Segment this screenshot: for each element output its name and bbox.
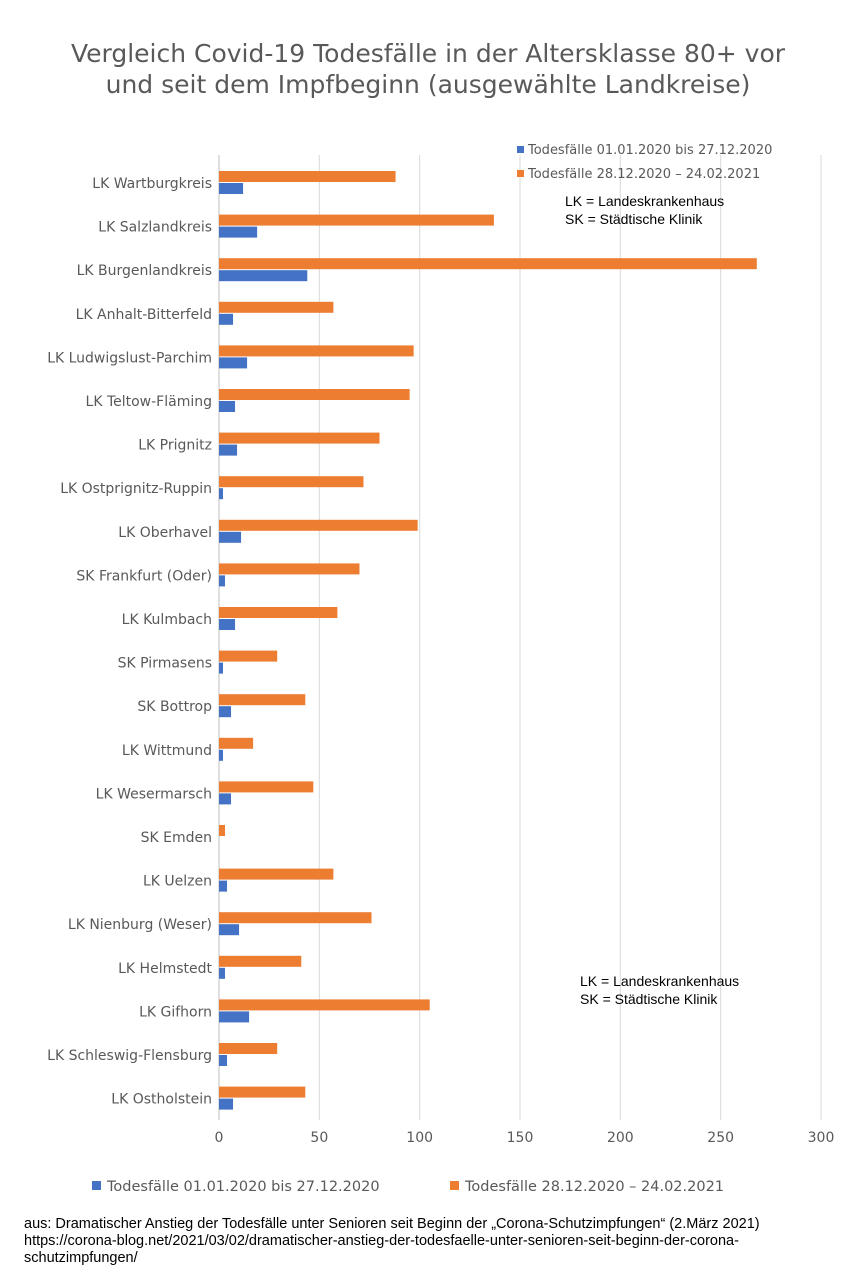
legend-label-top: Todesfälle 28.12.2020 – 24.02.2021 bbox=[527, 167, 760, 182]
bar-series2 bbox=[219, 432, 380, 444]
bar-series1 bbox=[219, 226, 258, 238]
bar-series1 bbox=[219, 444, 238, 456]
abbreviation-note-top: LK = Landeskrankenhaus SK = Städtische K… bbox=[565, 192, 724, 228]
bar-series1 bbox=[219, 793, 232, 805]
bar-series2 bbox=[219, 607, 338, 618]
bar-series2 bbox=[219, 650, 278, 662]
y-category-label: SK Pirmasens bbox=[118, 656, 212, 672]
x-tick-label: 50 bbox=[310, 1130, 328, 1146]
bar-series2 bbox=[219, 214, 494, 226]
y-category-label: LK Teltow-Fläming bbox=[86, 394, 212, 410]
y-category-label: LK Burgenlandkreis bbox=[77, 263, 212, 279]
bar-series1 bbox=[219, 924, 240, 936]
y-category-label: LK Prignitz bbox=[138, 438, 212, 454]
chart-title: Vergleich Covid-19 Todesfälle in der Alt… bbox=[70, 39, 786, 99]
bar-series1 bbox=[219, 488, 224, 500]
bar-series2 bbox=[219, 825, 226, 836]
bar-series1 bbox=[219, 357, 248, 369]
x-tick-label: 250 bbox=[707, 1130, 734, 1146]
bar-series2 bbox=[219, 1086, 306, 1098]
bar-series2 bbox=[219, 171, 396, 182]
legend-label-bottom: Todesfälle 28.12.2020 – 24.02.2021 bbox=[464, 1179, 724, 1195]
y-category-label: LK Wittmund bbox=[122, 743, 212, 759]
bar-series1 bbox=[219, 662, 224, 674]
legend-label-bottom: Todesfälle 01.01.2020 bis 27.12.2020 bbox=[106, 1179, 380, 1195]
bar-series2 bbox=[219, 301, 334, 313]
bar-series2 bbox=[219, 912, 372, 924]
bar-series2 bbox=[219, 345, 414, 357]
bar-series2 bbox=[219, 476, 364, 488]
bar-series1 bbox=[219, 183, 244, 194]
y-category-label: SK Bottrop bbox=[137, 699, 212, 715]
y-category-label: SK Frankfurt (Oder) bbox=[76, 568, 212, 584]
legend-label-top: Todesfälle 01.01.2020 bis 27.12.2020 bbox=[527, 143, 772, 158]
abbreviation-note-bottom: LK = Landeskrankenhaus SK = Städtische K… bbox=[580, 972, 739, 1008]
bar-series2 bbox=[219, 999, 430, 1011]
bar-series1 bbox=[219, 1098, 234, 1110]
y-category-label: LK Salzlandkreis bbox=[98, 220, 212, 236]
bar-series1 bbox=[219, 575, 226, 587]
x-tick-label: 0 bbox=[215, 1130, 224, 1146]
bar-series1 bbox=[219, 270, 308, 282]
bar-series1 bbox=[219, 1011, 250, 1023]
y-category-label: LK Helmstedt bbox=[118, 961, 212, 977]
bar-series1 bbox=[219, 531, 242, 543]
y-category-label: SK Emden bbox=[141, 830, 212, 846]
bar-series2 bbox=[219, 955, 302, 967]
bar-series1 bbox=[219, 967, 226, 979]
legend-swatch bbox=[92, 1181, 101, 1190]
bar-series1 bbox=[219, 749, 224, 761]
note-lk: LK = Landeskrankenhaus bbox=[565, 193, 725, 209]
bar-series2 bbox=[219, 258, 757, 270]
bar-series2 bbox=[219, 563, 360, 575]
bar-series1 bbox=[219, 619, 236, 630]
y-category-label: LK Wartburgkreis bbox=[92, 176, 212, 192]
bar-series2 bbox=[219, 737, 254, 749]
legend-swatch bbox=[517, 170, 524, 177]
bar-series1 bbox=[219, 880, 228, 892]
source-url: https://corona-blog.net/2021/03/02/drama… bbox=[24, 1233, 739, 1266]
legend-swatch bbox=[450, 1181, 459, 1190]
bar-series2 bbox=[219, 781, 314, 793]
y-category-label: LK Ludwigslust-Parchim bbox=[47, 350, 212, 366]
y-category-label: LK Uelzen bbox=[143, 874, 212, 890]
bar-series2 bbox=[219, 519, 418, 531]
y-category-label: LK Ostholstein bbox=[111, 1092, 212, 1108]
legend-swatch bbox=[517, 146, 524, 153]
source-caption: aus: Dramatischer Anstieg der Todesfälle… bbox=[24, 1216, 844, 1267]
x-tick-label: 300 bbox=[808, 1130, 835, 1146]
note-sk: SK = Städtische Klinik bbox=[565, 211, 703, 227]
y-category-label: LK Ostprignitz-Ruppin bbox=[60, 481, 212, 497]
note-lk: LK = Landeskrankenhaus bbox=[580, 973, 740, 989]
y-category-label: LK Nienburg (Weser) bbox=[68, 917, 212, 933]
bar-series1 bbox=[219, 1055, 228, 1066]
y-category-label: LK Wesermarsch bbox=[96, 786, 212, 802]
bar-series1 bbox=[219, 706, 232, 718]
source-text: aus: Dramatischer Anstieg der Todesfälle… bbox=[24, 1216, 760, 1232]
bar-series2 bbox=[219, 1043, 278, 1054]
y-category-label: LK Gifhorn bbox=[139, 1004, 212, 1020]
bar-series1 bbox=[219, 401, 236, 412]
x-tick-label: 150 bbox=[507, 1130, 534, 1146]
y-category-label: LK Kulmbach bbox=[122, 612, 212, 628]
y-category-label: LK Anhalt-Bitterfeld bbox=[76, 307, 212, 323]
bar-series2 bbox=[219, 868, 334, 880]
bar-series1 bbox=[219, 313, 234, 325]
bar-series2 bbox=[219, 694, 306, 706]
note-sk: SK = Städtische Klinik bbox=[580, 991, 718, 1007]
bar-series2 bbox=[219, 389, 410, 400]
x-tick-label: 200 bbox=[607, 1130, 634, 1146]
x-tick-label: 100 bbox=[406, 1130, 433, 1146]
y-category-label: LK Schleswig-Flensburg bbox=[47, 1048, 212, 1064]
y-category-label: LK Oberhavel bbox=[118, 525, 212, 541]
